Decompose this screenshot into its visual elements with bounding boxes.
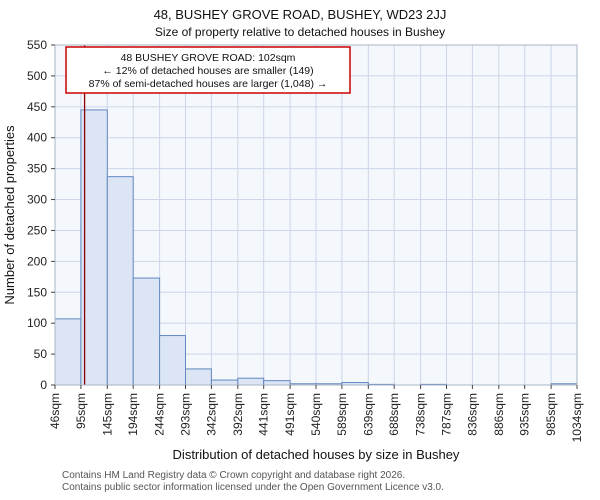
x-tick-label: 194sqm: [126, 393, 140, 436]
x-tick-label: 886sqm: [492, 393, 506, 436]
x-tick-label: 738sqm: [414, 393, 428, 436]
x-tick-label: 589sqm: [335, 393, 349, 436]
footer-line-2: Contains public sector information licen…: [62, 482, 444, 493]
chart-footer: Contains HM Land Registry data © Crown c…: [62, 470, 444, 494]
y-tick-label: 150: [27, 285, 47, 299]
annotation-border: [65, 46, 351, 94]
x-tick-label: 95sqm: [74, 393, 88, 429]
y-tick-label: 0: [40, 378, 47, 392]
x-tick-label: 1034sqm: [570, 393, 584, 442]
x-tick-label: 441sqm: [257, 393, 271, 436]
histogram-bar: [237, 377, 265, 386]
histogram-bar: [159, 335, 187, 386]
histogram-bar: [185, 368, 212, 386]
x-tick-label: 787sqm: [440, 393, 454, 436]
x-axis-title: Distribution of detached houses by size …: [173, 447, 460, 462]
annotation-line: 87% of semi-detached houses are larger (…: [89, 78, 328, 90]
y-tick-label: 100: [27, 316, 47, 330]
x-tick-label: 342sqm: [204, 393, 218, 436]
chart-subtitle: Size of property relative to detached ho…: [154, 25, 446, 39]
x-tick-label: 491sqm: [283, 393, 297, 436]
y-tick-label: 500: [27, 69, 47, 83]
y-tick-label: 50: [34, 347, 48, 361]
x-tick-label: 46sqm: [48, 393, 62, 429]
x-tick-label: 688sqm: [387, 393, 401, 436]
histogram-bars: [54, 109, 578, 386]
annotation-line: 48 BUSHEY GROVE ROAD: 102sqm: [121, 52, 296, 64]
y-tick-label: 350: [27, 162, 47, 176]
x-tick-label: 639sqm: [361, 393, 375, 436]
x-tick-label: 935sqm: [518, 393, 532, 436]
y-tick-label: 300: [27, 193, 47, 207]
y-tick-label: 450: [27, 100, 47, 114]
y-tick-label: 200: [27, 254, 47, 268]
x-tick-label: 392sqm: [231, 393, 245, 436]
x-tick-label: 985sqm: [544, 393, 558, 436]
footer-line-1: Contains HM Land Registry data © Crown c…: [62, 470, 406, 481]
x-tick-label: 244sqm: [153, 393, 167, 436]
histogram-chart: 0 50 100 150 200 250 300 350 400 450 500 550 46sqm 95…: [2, 39, 584, 462]
y-axis: 0 50 100 150 200 250 300 350 400 450 500 550: [27, 39, 55, 392]
x-tick-label: 145sqm: [100, 393, 114, 436]
histogram-bar: [132, 277, 161, 386]
annotation-line: ← 12% of detached houses are smaller (14…: [102, 65, 313, 77]
y-tick-label: 550: [27, 39, 47, 52]
x-axis: 46sqm 95sqm 145sqm 194sqm 244sqm 293sqm 342sqm…: [48, 385, 584, 442]
x-tick-label: 836sqm: [465, 393, 479, 436]
chart-title: 48, BUSHEY GROVE ROAD, BUSHEY, WD23 2JJ: [153, 7, 447, 22]
y-tick-label: 250: [27, 223, 47, 237]
annotation-box: 48 BUSHEY GROVE ROAD: 102sqm← 12% of det…: [65, 46, 351, 94]
y-axis-title: Number of detached properties: [2, 125, 17, 305]
x-tick-label: 540sqm: [309, 393, 323, 436]
y-tick-label: 400: [27, 131, 47, 145]
x-tick-label: 293sqm: [179, 393, 193, 436]
histogram-bar: [210, 379, 239, 386]
histogram-bar: [54, 318, 82, 386]
histogram-bar: [263, 380, 291, 386]
histogram-bar: [106, 176, 134, 386]
